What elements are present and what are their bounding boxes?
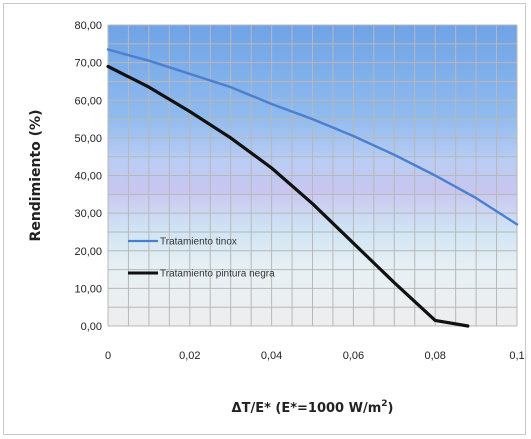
series-line-2 <box>106 64 470 328</box>
tick-labels: 0,00 10,00 20,00 30,00 40,00 50,00 60,00 70,00 8… <box>74 20 524 362</box>
legend-label: Tratamiento tinox <box>160 237 237 248</box>
series-line-1 <box>106 48 519 226</box>
y-tick-label: 60,00 <box>74 95 102 107</box>
x-tick-label: 0,08 <box>424 350 445 362</box>
y-axis-label: Rendimiento (%) <box>28 110 44 242</box>
legend-label: Tratamiento pintura negra <box>160 269 275 280</box>
legend: Tratamiento tinox Tratamiento pintura neg… <box>128 237 275 280</box>
x-tick-label: 0,02 <box>179 350 200 362</box>
y-tick-label: 50,00 <box>74 133 102 145</box>
series-lines <box>106 48 519 328</box>
x-tick-label: 0,06 <box>343 350 364 362</box>
y-tick-label: 70,00 <box>74 58 102 70</box>
x-tick-label: 0,1 <box>509 350 524 362</box>
y-tick-label: 80,00 <box>74 20 102 32</box>
x-tick-label: 0,04 <box>261 350 282 362</box>
y-tick-label: 20,00 <box>74 246 102 258</box>
grid-lines <box>107 24 518 327</box>
x-tick-label: 0 <box>105 350 111 362</box>
y-tick-label: 40,00 <box>74 171 102 183</box>
y-tick-label: 30,00 <box>74 208 102 220</box>
x-axis-label: ΔT/E* (E*=1000 W/m2) <box>232 399 394 416</box>
y-tick-label: 0,00 <box>81 321 102 333</box>
y-tick-label: 10,00 <box>74 283 102 295</box>
